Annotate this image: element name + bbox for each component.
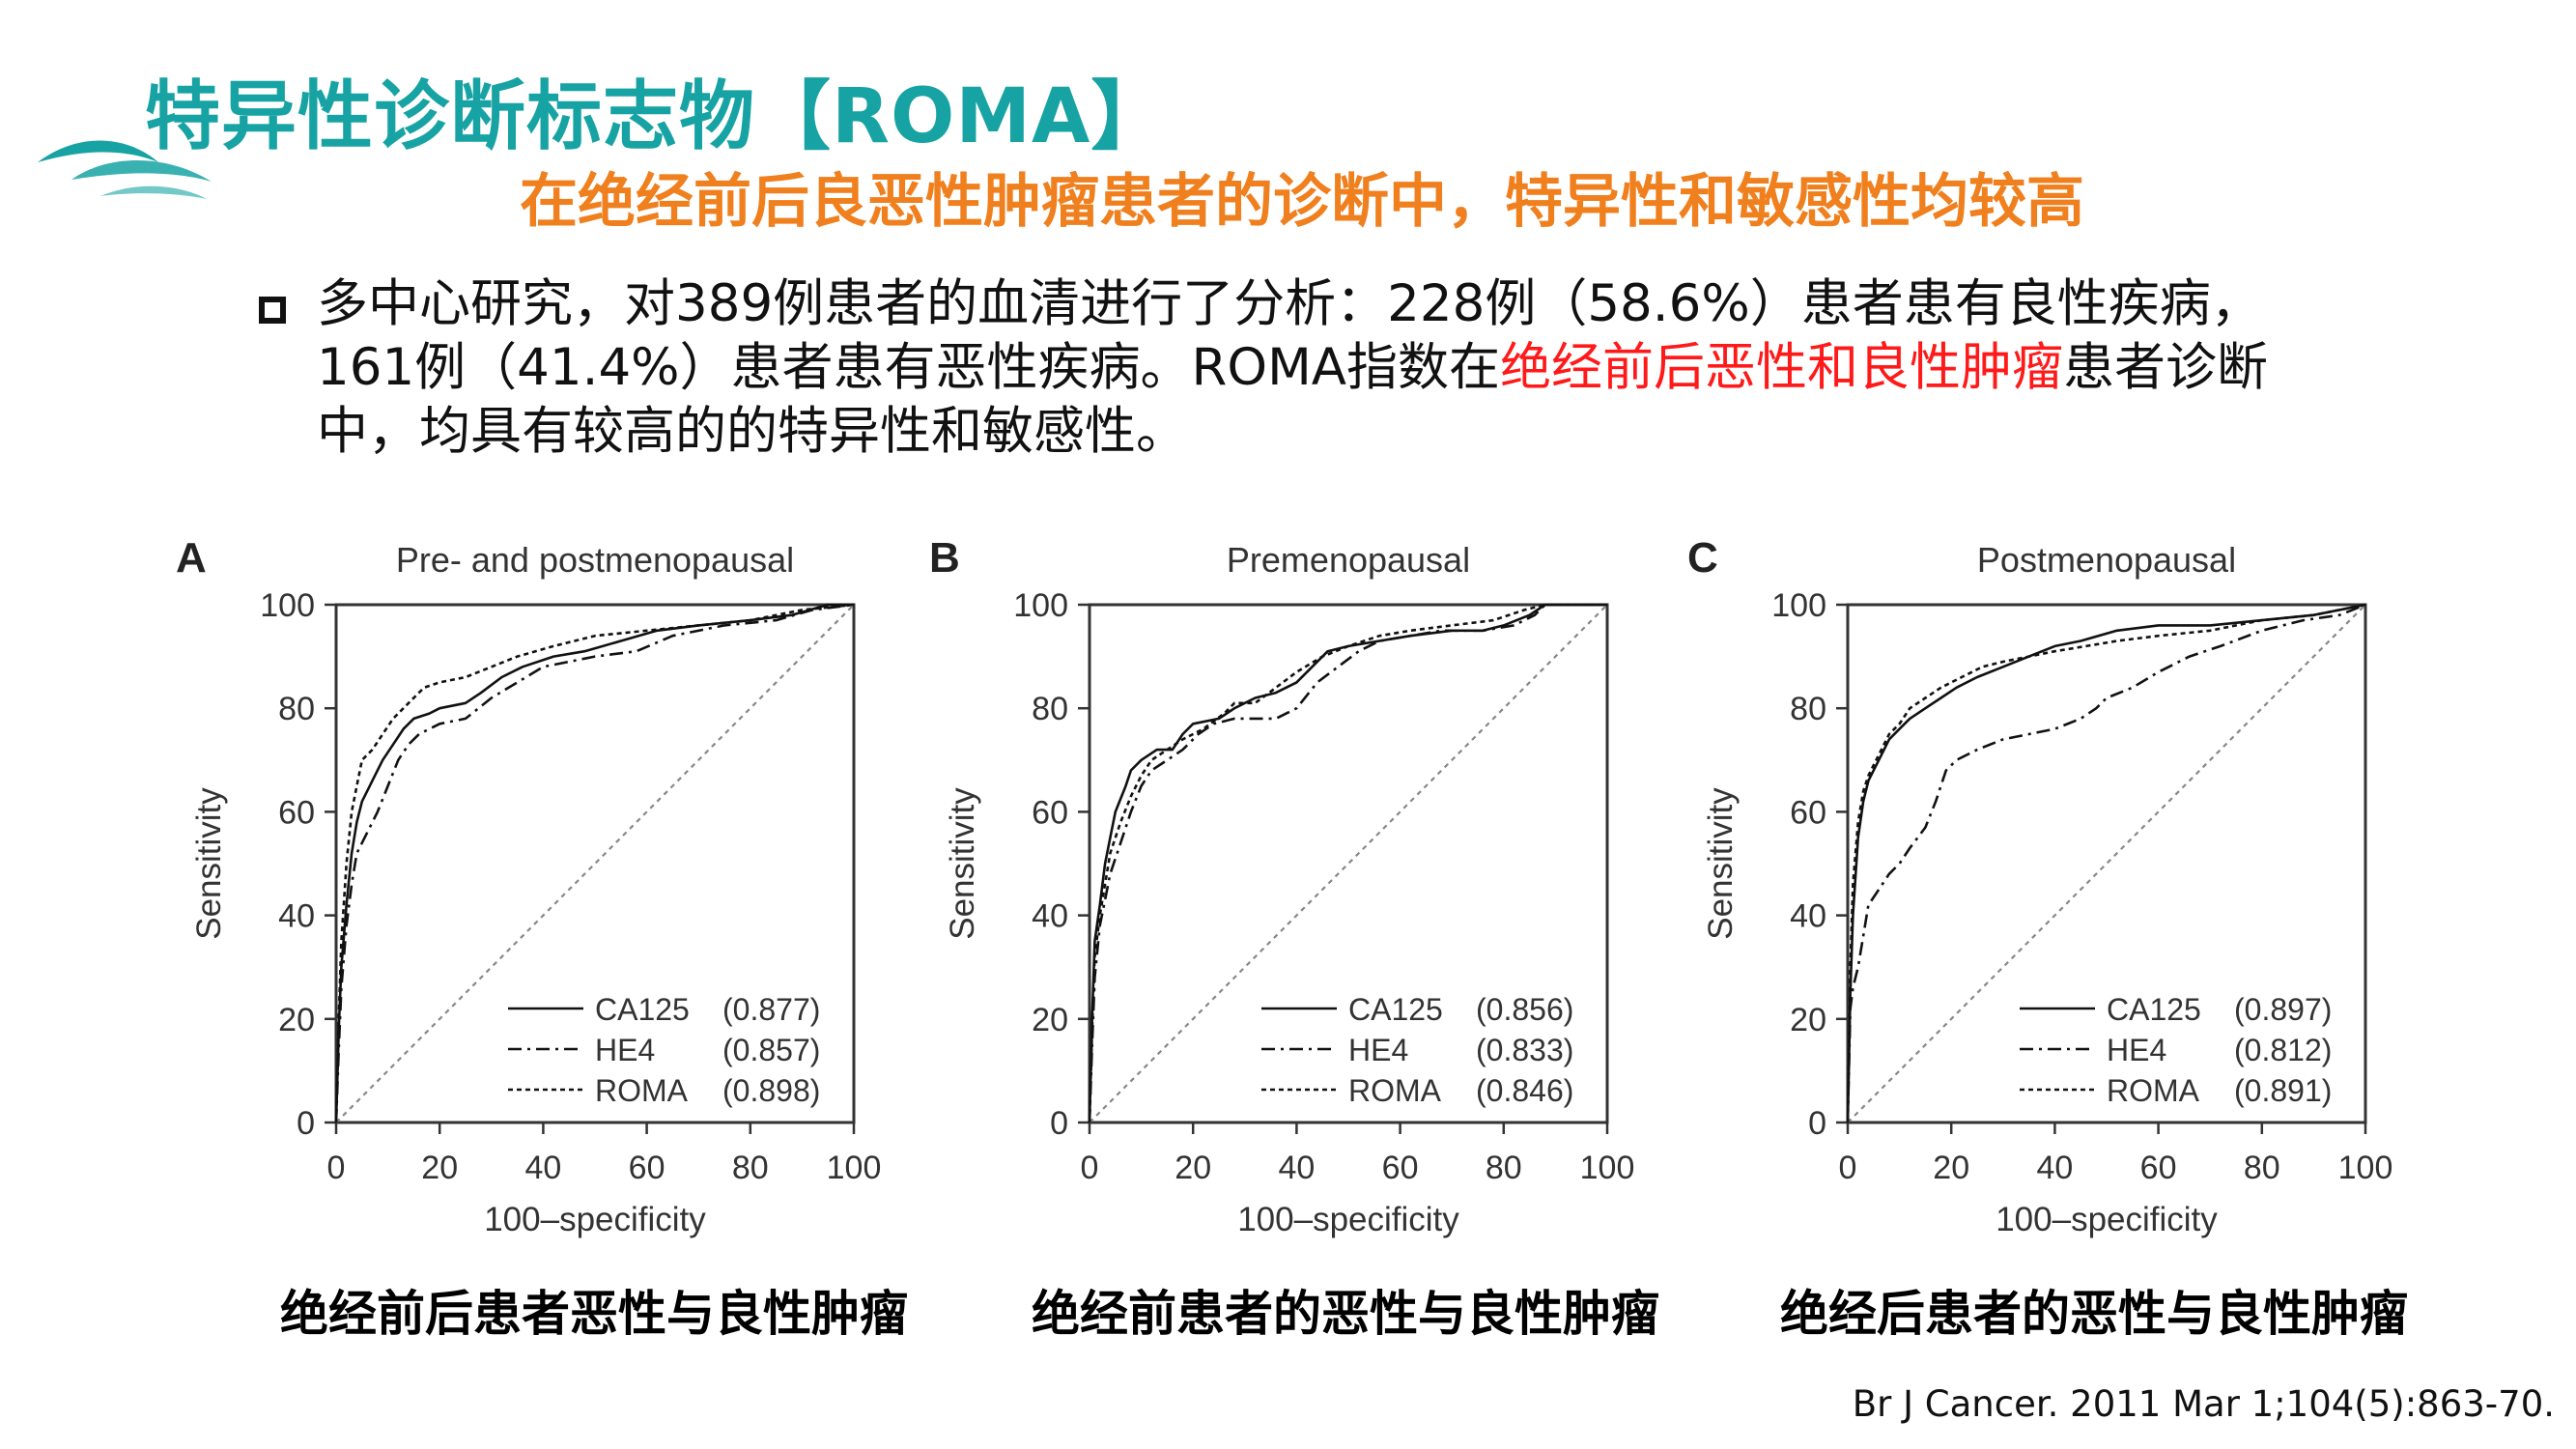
x-tick-label: 80	[732, 1150, 769, 1186]
x-tick-label: 60	[629, 1150, 665, 1186]
legend-label: HE4	[2107, 1033, 2166, 1067]
y-tick-label: 40	[278, 898, 315, 935]
x-axis-label: 100–specificity	[1996, 1201, 2218, 1238]
x-tick-label: 20	[1933, 1150, 1969, 1186]
series-line-roma	[334, 603, 855, 1123]
roc-panel-c: C Postmenopausal 0 20 40 60 80 100 0 20 40 60 80 100 1…	[1676, 522, 2449, 1256]
plot-frame	[1088, 603, 1609, 1124]
x-axis-label: 100–specificity	[484, 1201, 706, 1238]
y-tick-label: 20	[1032, 1002, 1068, 1038]
y-tick-label: 20	[278, 1002, 315, 1038]
series-line-he4	[334, 603, 855, 1123]
x-tick-label: 20	[1175, 1150, 1211, 1186]
study-bullet: 多中心研究，对389例患者的血清进行了分析：228例（58.6%）患者患有良性疾…	[259, 272, 2335, 464]
y-tick-label: 60	[1790, 794, 1826, 831]
y-axis-label: Sensitivity	[944, 787, 981, 940]
chart-title: Postmenopausal	[1977, 540, 2236, 580]
series-line-roma	[1088, 603, 1607, 1123]
roc-panel-a: A Pre- and postmenopausal 0 20 40 60 80 100 0 20 4…	[164, 522, 937, 1256]
x-tick-label: 20	[421, 1150, 458, 1186]
series-line-he4	[1088, 603, 1607, 1123]
legend-label: CA125	[1348, 992, 1443, 1027]
series-line-ca125	[1846, 603, 2366, 1123]
y-tick-label: 80	[1790, 691, 1826, 727]
caption-a: 绝经前后患者恶性与良性肿瘤	[280, 1286, 908, 1342]
legend-label: HE4	[595, 1033, 655, 1067]
bullet-text: 多中心研究，对389例患者的血清进行了分析：228例（58.6%）患者患有良性疾…	[317, 272, 2335, 464]
square-bullet-icon	[259, 297, 286, 324]
y-axis-label: Sensitivity	[1702, 787, 1740, 940]
x-tick-label: 60	[1382, 1150, 1419, 1186]
legend-auc: (0.877)	[722, 992, 820, 1027]
chart-title: Pre- and postmenopausal	[396, 540, 794, 580]
legend-label: ROMA	[1348, 1073, 1442, 1108]
reference-diagonal	[1847, 604, 2366, 1123]
y-tick-label: 0	[1050, 1105, 1068, 1142]
x-tick-label: 100	[827, 1150, 882, 1186]
y-tick-label: 40	[1790, 898, 1826, 935]
y-tick-label: 80	[1032, 691, 1068, 727]
y-tick-label: 60	[278, 794, 315, 831]
legend-label: ROMA	[595, 1073, 689, 1108]
y-tick-label: 60	[1032, 794, 1068, 831]
legend-auc: (0.891)	[2234, 1073, 2332, 1108]
legend-label: CA125	[2107, 992, 2201, 1027]
panel-letter: A	[176, 534, 207, 582]
bullet-text-highlight: 绝经前后恶性和良性肿瘤	[1500, 338, 2064, 397]
y-tick-label: 100	[1013, 587, 1068, 624]
reference-diagonal	[1089, 604, 1608, 1123]
roc-panel-b: B Premenopausal 0 20 40 60 80 100 0 20 40 60 80 100 10…	[918, 522, 1690, 1256]
legend-label: HE4	[1348, 1033, 1408, 1067]
legend-auc: (0.812)	[2234, 1033, 2332, 1067]
page-title: 特异性诊断标志物【ROMA】	[145, 73, 1168, 160]
y-tick-label: 100	[260, 587, 315, 624]
y-tick-label: 20	[1790, 1002, 1826, 1038]
legend-auc: (0.898)	[722, 1073, 820, 1108]
y-tick-label: 0	[1808, 1105, 1826, 1142]
x-tick-label: 60	[2140, 1150, 2177, 1186]
x-axis-label: 100–specificity	[1237, 1201, 1459, 1238]
panel-letter: B	[929, 534, 960, 582]
roc-chart-a: A Pre- and postmenopausal 0 20 40 60 80 100 0 20 4…	[176, 534, 882, 1238]
reference-citation: Br J Cancer. 2011 Mar 1;104(5):863-70.	[1852, 1383, 2555, 1425]
x-tick-label: 80	[2244, 1150, 2280, 1186]
x-tick-label: 0	[327, 1150, 346, 1186]
x-tick-label: 100	[1580, 1150, 1635, 1186]
series-line-roma	[1846, 603, 2366, 1123]
x-tick-label: 0	[1839, 1150, 1857, 1186]
caption-b: 绝经前患者的恶性与良性肿瘤	[1032, 1286, 1659, 1342]
y-tick-label: 40	[1032, 898, 1068, 935]
series-line-ca125	[334, 603, 854, 1123]
roc-chart-c: C Postmenopausal 0 20 40 60 80 100 0 20 40 60 80 100 1…	[1687, 534, 2393, 1238]
x-tick-label: 40	[1278, 1150, 1315, 1186]
legend-label: CA125	[595, 992, 690, 1027]
x-tick-label: 0	[1081, 1150, 1099, 1186]
roc-chart-b: B Premenopausal 0 20 40 60 80 100 0 20 40 60 80 100 10…	[929, 534, 1635, 1238]
bullet-text-part1: 多中心研究，对389例患者的血清进行了分析：228例（58.6%）患者患有良性疾…	[317, 274, 2262, 397]
y-axis-label: Sensitivity	[190, 787, 228, 940]
legend-auc: (0.857)	[722, 1033, 820, 1067]
legend-auc: (0.833)	[1476, 1033, 1573, 1067]
plot-frame	[1846, 603, 2367, 1124]
reference-diagonal	[335, 604, 855, 1123]
panel-letter: C	[1687, 534, 1718, 582]
bullet-text-part2: 患者诊断中，均具有较高的的特异性和敏感性。	[317, 338, 2269, 461]
chart-title: Premenopausal	[1227, 540, 1470, 580]
x-tick-label: 40	[2036, 1150, 2073, 1186]
y-tick-label: 0	[297, 1105, 315, 1142]
legend-auc: (0.846)	[1476, 1073, 1573, 1108]
legend-label: ROMA	[2107, 1073, 2200, 1108]
plot-frame	[334, 603, 856, 1124]
x-tick-label: 40	[524, 1150, 561, 1186]
x-tick-label: 80	[1486, 1150, 1522, 1186]
y-tick-label: 80	[278, 691, 315, 727]
legend-auc: (0.897)	[2234, 992, 2332, 1027]
caption-c: 绝经后患者的恶性与良性肿瘤	[1780, 1286, 2408, 1342]
legend-auc: (0.856)	[1476, 992, 1573, 1027]
x-tick-label: 100	[2338, 1150, 2393, 1186]
series-line-he4	[1846, 603, 2366, 1123]
y-tick-label: 100	[1771, 587, 1826, 624]
wave-logo-icon	[38, 140, 212, 199]
page-subtitle: 在绝经前后良恶性肿瘤患者的诊断中，特异性和敏感性均较高	[520, 168, 2084, 236]
